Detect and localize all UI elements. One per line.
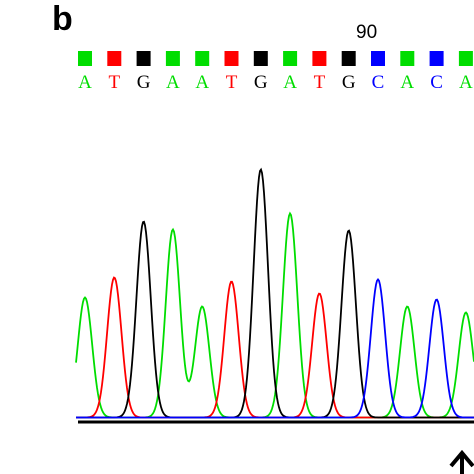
base-square-1 [107,51,122,66]
trace-lines [75,167,474,419]
base-letter-6: G [254,72,268,93]
base-letter-1: T [108,72,120,93]
base-square-4 [195,51,210,66]
base-letter-8: T [314,72,326,93]
base-square-8 [312,51,327,66]
base-square-2 [136,51,151,66]
base-letter-11: A [400,72,414,93]
base-square-0 [78,51,92,66]
panel-label: b [52,0,73,38]
base-letter-2: G [137,72,151,93]
base-letter-9: G [342,72,356,93]
base-letter-0: A [78,72,92,93]
base-square-12 [429,51,444,66]
base-square-11 [400,51,415,66]
base-square-9 [341,51,356,66]
base-square-3 [165,51,180,66]
base-letter-13: A [459,72,473,93]
trace-G [76,167,474,419]
trace-C [76,278,474,419]
base-letter-10: C [372,72,385,93]
base-letter-7: A [283,72,297,93]
base-square-6 [253,51,268,66]
base-letter-4: A [195,72,209,93]
arrow-icon [449,449,474,474]
base-letter-3: A [166,72,180,93]
base-letter-12: C [430,72,443,93]
base-square-5 [224,51,239,66]
base-letter-5: T [226,72,238,93]
base-quality-squares [78,51,473,66]
base-square-10 [371,51,385,66]
base-square-7 [283,51,298,66]
base-square-13 [458,51,473,66]
base-position-label: 90 [356,22,378,43]
